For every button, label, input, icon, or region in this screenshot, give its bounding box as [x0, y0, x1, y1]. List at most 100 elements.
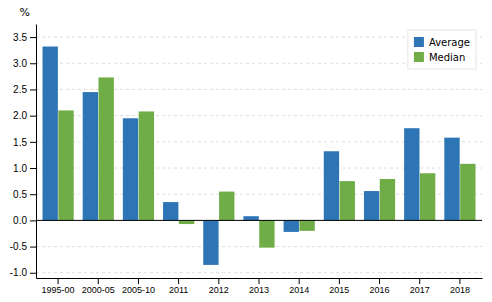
plot: -1.0 -0.5 0.0 0.5 1.0 1.5 2.0 2.5 3.0 3.5 1995-00 2…	[10, 25, 483, 296]
bar	[203, 220, 218, 265]
x-tick-label: 2015	[329, 285, 349, 295]
y-tick-mark	[30, 220, 36, 221]
y-tick: 0.0	[13, 215, 36, 226]
y-tick-mark	[30, 89, 36, 90]
x-tick-label: 2018	[450, 285, 470, 295]
bar	[460, 164, 475, 221]
y-tick-label: 0.5	[13, 189, 27, 200]
y-tick-mark	[30, 273, 36, 274]
x-tick-label: 2013	[249, 285, 269, 295]
legend-box	[408, 30, 476, 69]
x-tick-label: 2016	[370, 285, 390, 295]
bar	[179, 220, 194, 224]
y-tick: -0.5	[10, 241, 36, 252]
bar-series	[43, 47, 460, 265]
bar	[444, 138, 459, 221]
legend-item: Average	[414, 37, 470, 48]
bar	[380, 179, 395, 220]
y-tick-mark	[30, 168, 36, 169]
y-tick: 1.5	[13, 137, 36, 148]
x-tick: 2013	[249, 278, 269, 295]
y-tick-label: 2.0	[13, 110, 27, 121]
x-tick-mark	[218, 278, 219, 284]
y-tick-label: -0.5	[10, 241, 28, 252]
x-tick: 1995-00	[42, 278, 75, 295]
x-tick: 2016	[370, 278, 390, 295]
x-tick-label: 1995-00	[42, 285, 75, 295]
legend-item: Median	[414, 52, 465, 63]
x-tick: 2017	[410, 278, 430, 295]
y-tick: 2.0	[13, 110, 36, 121]
y-tick: 0.5	[13, 189, 36, 200]
bar-series	[58, 77, 475, 247]
x-tick-mark	[299, 278, 300, 284]
legend-label: Median	[429, 52, 465, 63]
bar	[43, 47, 58, 221]
x-tick: 2000-05	[82, 278, 115, 295]
y-tick-label: 1.0	[13, 163, 27, 174]
x-tick-mark	[419, 278, 420, 284]
legend-swatch	[414, 37, 424, 47]
bar	[58, 110, 73, 220]
bar	[83, 92, 98, 220]
y-tick-mark	[30, 63, 36, 64]
bar	[163, 202, 178, 220]
x-tick: 2005-10	[122, 278, 155, 295]
x-tick-mark	[138, 278, 139, 284]
x-tick: 2018	[450, 278, 470, 295]
x-tick-label: 2017	[410, 285, 430, 295]
zero-line	[36, 220, 482, 221]
y-tick-label: 1.5	[13, 137, 27, 148]
y-tick-label: -1.0	[10, 267, 28, 278]
x-tick-mark	[259, 278, 260, 284]
y-axis: -1.0 -0.5 0.0 0.5 1.0 1.5 2.0 2.5 3.0 3.5	[10, 25, 37, 279]
chart: -1.0 -0.5 0.0 0.5 1.0 1.5 2.0 2.5 3.0 3.5 1995-00 2…	[0, 0, 492, 302]
y-tick: 2.5	[13, 84, 36, 95]
x-tick-mark	[379, 278, 380, 284]
legend: Average Median	[408, 30, 476, 69]
x-tick: 2012	[209, 278, 229, 295]
bar	[259, 220, 274, 247]
bar	[219, 192, 234, 221]
x-tick-mark	[98, 278, 99, 284]
y-tick: 3.0	[13, 58, 36, 69]
y-tick-mark	[30, 37, 36, 38]
x-tick-mark	[58, 278, 59, 284]
bar	[243, 216, 258, 220]
bar	[420, 173, 435, 220]
x-tick: 2014	[289, 278, 309, 295]
bar	[340, 181, 355, 220]
y-tick-mark	[30, 194, 36, 195]
x-tick-label: 2000-05	[82, 285, 115, 295]
y-tick: 3.5	[13, 32, 36, 43]
y-tick-mark	[30, 247, 36, 248]
x-tick-mark	[459, 278, 460, 284]
y-tick: 1.0	[13, 163, 36, 174]
bar	[284, 220, 299, 232]
grid-line	[36, 246, 482, 247]
y-axis-line	[36, 25, 37, 279]
bar	[324, 151, 339, 220]
x-tick-mark	[339, 278, 340, 284]
bar	[139, 111, 154, 220]
legend-label: Average	[429, 37, 470, 48]
x-tick: 2015	[329, 278, 349, 295]
x-axis: 1995-00 2000-05 2005-10 2011 2012 2013 2014 201…	[37, 278, 483, 295]
x-tick-label: 2012	[209, 285, 229, 295]
grid-line	[36, 272, 482, 273]
bars	[43, 47, 476, 265]
bar	[364, 191, 379, 220]
y-tick-label: 3.5	[13, 32, 27, 43]
y-tick-mark	[30, 142, 36, 143]
grid	[36, 37, 482, 273]
y-tick-label: 3.0	[13, 58, 27, 69]
x-tick-label: 2014	[289, 285, 309, 295]
y-tick-label: 0.0	[13, 215, 27, 226]
bar	[404, 128, 419, 220]
x-tick-label: 2011	[169, 285, 188, 295]
y-axis-label: %	[20, 6, 30, 19]
y-tick: -1.0	[10, 267, 36, 278]
x-tick: 2011	[169, 278, 188, 295]
bar	[299, 220, 314, 230]
legend-swatch	[414, 52, 424, 62]
